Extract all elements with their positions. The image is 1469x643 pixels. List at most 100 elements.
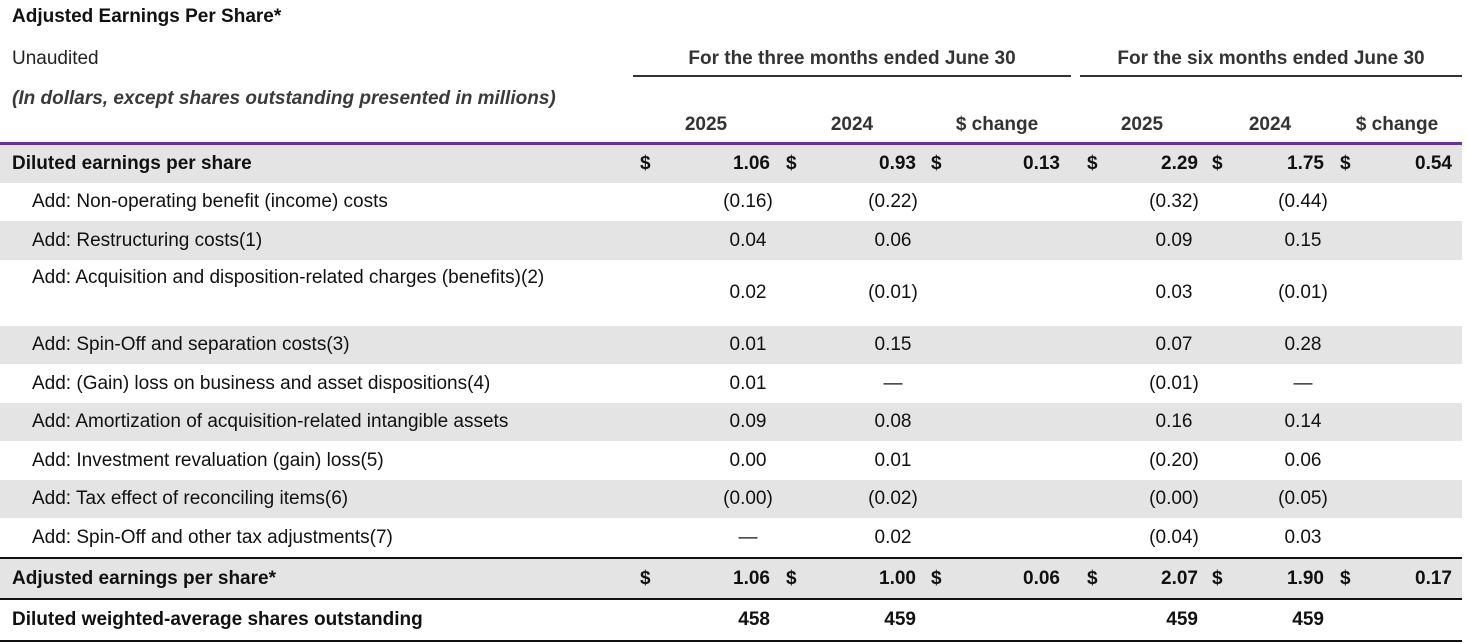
header-rule [0,142,1462,145]
row-value: 0.07 [1155,334,1193,355]
dollar-sign: $ [640,153,651,174]
unaudited-label: Unaudited [12,48,99,69]
row-label: Add: Amortization of acquisition-related… [32,411,509,432]
six-months-header: For the six months ended June 30 [1080,48,1462,77]
three-months-header: For the three months ended June 30 [633,48,1071,77]
row-value: 2.07 [1161,568,1198,589]
row-value: 1.90 [1287,568,1324,589]
row-value: 0.01 [729,373,767,394]
row-value: (0.00) [1149,488,1199,509]
dollar-sign: $ [786,568,797,589]
row-label: Adjusted earnings per share* [12,568,276,589]
row-value: 0.03 [1155,282,1193,303]
table-row: Add: Tax effect of reconciling items(6) (… [0,480,1462,518]
row-value: 1.06 [733,568,770,589]
row-value: 0.01 [729,334,767,355]
dollar-sign: $ [1087,568,1098,589]
row-value: (0.04) [1149,527,1199,548]
row-value: 0.54 [1415,153,1452,174]
row-value: 0.02 [874,527,912,548]
row-value: (0.20) [1149,450,1199,471]
row-label: Add: Investment revaluation (gain) loss(… [32,450,384,471]
row-label: Add: Spin-Off and separation costs(3) [32,334,350,355]
earnings-table: Diluted earnings per share 1.06 0.93 0.13 2.… [0,145,1462,642]
row-value: 0.28 [1284,334,1322,355]
row-value: 0.09 [1155,230,1193,251]
dollar-sign: $ [640,568,651,589]
row-value: — [738,527,758,548]
row-value: 1.06 [733,153,770,174]
row-value: (0.01) [868,282,918,303]
row-value: 0.16 [1155,411,1193,432]
table-row: Add: Amortization of acquisition-related… [0,403,1462,441]
row-value: (0.02) [868,488,918,509]
row-value: (0.32) [1149,191,1199,212]
row-value: 0.13 [1023,153,1060,174]
row-value: — [1293,373,1313,394]
row-value: 0.04 [729,230,767,251]
row-value: 1.00 [879,568,916,589]
row-value: 459 [1166,609,1198,630]
row-value: 0.14 [1284,411,1322,432]
row-value: (0.44) [1278,191,1328,212]
table-row: Add: Spin-Off and other tax adjustments(… [0,518,1462,557]
row-value: 0.09 [729,411,767,432]
col-head-3m-2024: 2024 [830,114,874,135]
row-value: 0.08 [874,411,912,432]
row-value: (0.00) [723,488,773,509]
row-label: Add: (Gain) loss on business and asset d… [32,373,491,394]
row-value: 459 [1292,609,1324,630]
dollar-sign: $ [1212,153,1223,174]
row-value: 0.06 [1023,568,1060,589]
table-row: Adjusted earnings per share* 1.06 1.00 0.06… [0,557,1462,600]
row-value: 0.00 [729,450,767,471]
row-value: 0.06 [1284,450,1322,471]
col-head-6m-2024: 2024 [1248,114,1292,135]
table-row: Diluted earnings per share 1.06 0.93 0.13 2.… [0,145,1462,183]
row-value: 0.06 [874,230,912,251]
dollar-sign: $ [786,153,797,174]
row-value: 0.15 [874,334,912,355]
row-value: (0.01) [1278,282,1328,303]
row-value: (0.05) [1278,488,1328,509]
row-value: 0.93 [879,153,916,174]
dollar-sign: $ [1340,153,1351,174]
col-head-6m-2025: 2025 [1120,114,1164,135]
table-row: Add: (Gain) loss on business and asset d… [0,364,1462,403]
table-title: Adjusted Earnings Per Share* [12,6,282,27]
col-head-3m-2025: 2025 [684,114,728,135]
row-value: — [883,373,903,394]
table-row: Add: Non-operating benefit (income) cost… [0,183,1462,221]
row-value: (0.22) [868,191,918,212]
dollar-sign: $ [1212,568,1223,589]
table-row: Add: Spin-Off and separation costs(3) 0.0… [0,326,1462,364]
col-head-3m-change: $ change [955,114,1039,135]
table-row: Add: Restructuring costs(1) 0.04 0.06 0.09 0… [0,221,1462,260]
row-label: Add: Non-operating benefit (income) cost… [32,191,388,212]
row-label: Add: Acquisition and disposition-related… [32,267,545,288]
row-label: Add: Tax effect of reconciling items(6) [32,488,349,509]
row-value: 458 [738,609,770,630]
table-row: Diluted weighted-average shares outstand… [0,600,1462,642]
dollar-sign: $ [1087,153,1098,174]
row-value: 459 [884,609,916,630]
units-note: (In dollars, except shares outstanding p… [12,88,556,109]
row-value: 0.01 [874,450,912,471]
dollar-sign: $ [931,153,942,174]
col-head-6m-change: $ change [1355,114,1439,135]
row-value: 0.03 [1284,527,1322,548]
row-value: (0.16) [723,191,773,212]
table-row: Add: Investment revaluation (gain) loss(… [0,441,1462,480]
row-label: Diluted earnings per share [12,153,252,174]
row-value: 1.75 [1287,153,1324,174]
row-label: Diluted weighted-average shares outstand… [12,609,423,630]
row-value: (0.01) [1149,373,1199,394]
dollar-sign: $ [1340,568,1351,589]
row-value: 2.29 [1161,153,1198,174]
dollar-sign: $ [931,568,942,589]
row-value: 0.17 [1415,568,1452,589]
row-label: Add: Restructuring costs(1) [32,230,263,251]
row-label: Add: Spin-Off and other tax adjustments(… [32,527,393,548]
table-row: Add: Acquisition and disposition-related… [0,260,1462,326]
row-value: 0.02 [729,282,767,303]
